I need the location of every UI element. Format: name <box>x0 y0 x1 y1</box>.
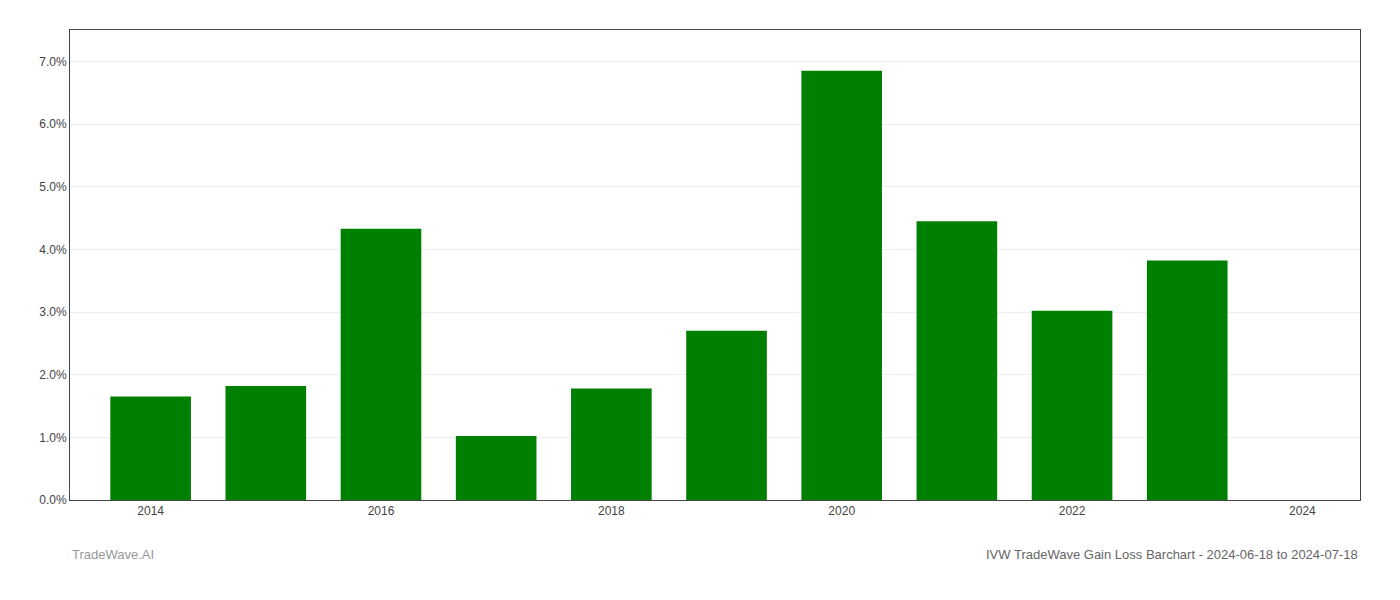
svg-text:TradeWave.AI: TradeWave.AI <box>72 547 154 562</box>
svg-text:1.0%: 1.0% <box>39 431 67 445</box>
svg-text:IVW TradeWave Gain Loss Barcha: IVW TradeWave Gain Loss Barchart - 2024-… <box>986 547 1358 562</box>
svg-text:2016: 2016 <box>368 504 395 518</box>
svg-text:2018: 2018 <box>598 504 625 518</box>
svg-text:3.0%: 3.0% <box>39 305 67 319</box>
svg-text:2020: 2020 <box>828 504 855 518</box>
svg-text:4.0%: 4.0% <box>39 243 67 257</box>
svg-text:2.0%: 2.0% <box>39 368 67 382</box>
svg-text:2022: 2022 <box>1059 504 1086 518</box>
svg-text:7.0%: 7.0% <box>39 55 67 69</box>
svg-text:5.0%: 5.0% <box>39 180 67 194</box>
svg-text:2024: 2024 <box>1289 504 1316 518</box>
svg-text:2014: 2014 <box>137 504 164 518</box>
svg-text:0.0%: 0.0% <box>39 493 67 507</box>
svg-text:6.0%: 6.0% <box>39 117 67 131</box>
